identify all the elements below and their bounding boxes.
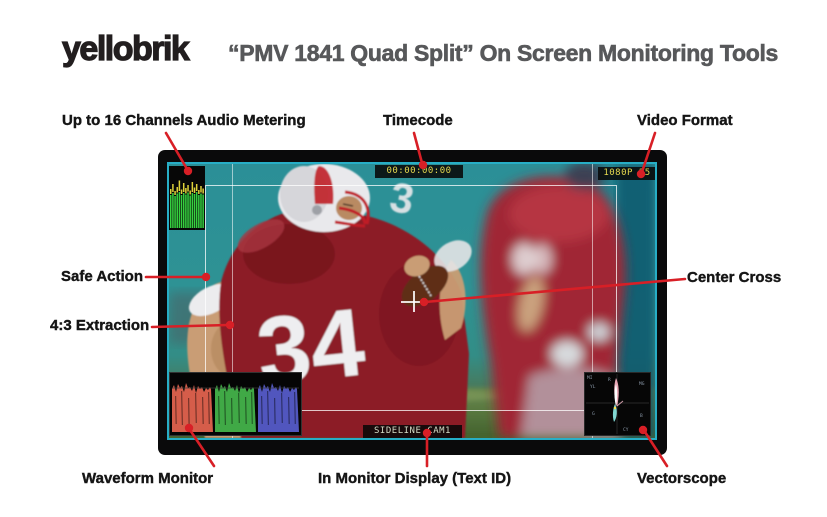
callout-audio-metering: Up to 16 Channels Audio Metering bbox=[62, 112, 306, 129]
4-3-extraction-line-left bbox=[232, 164, 233, 438]
center-cross-vertical bbox=[413, 291, 415, 312]
graticule-label-g: G bbox=[592, 411, 595, 417]
vectorscope-trace bbox=[612, 378, 624, 422]
callout-waveform-monitor: Waveform Monitor bbox=[82, 470, 214, 487]
vectorscope-corner-label: MI bbox=[587, 375, 593, 381]
graticule-label-cy: CY bbox=[623, 427, 629, 433]
brand-logo: yellobrik bbox=[61, 29, 190, 68]
vectorscope-box: MI YL R MG B CY G bbox=[584, 372, 651, 436]
callout-video-format: Video Format bbox=[637, 112, 733, 129]
audio-meter-box bbox=[169, 166, 205, 230]
waveform-red-channel bbox=[172, 383, 213, 432]
graticule-label-r: R bbox=[608, 377, 611, 383]
graticule-label-b: B bbox=[640, 413, 643, 419]
vectorscope: MI YL R MG B CY G bbox=[584, 372, 651, 436]
page-title: “PMV 1841 Quad Split” On Screen Monitori… bbox=[228, 40, 779, 67]
waveform-monitor-box bbox=[169, 372, 302, 436]
callout-vectorscope: Vectorscope bbox=[637, 470, 727, 487]
audio-meter-bars bbox=[170, 180, 204, 228]
graticule-label-mg: MG bbox=[639, 381, 645, 387]
callout-timecode: Timecode bbox=[383, 112, 453, 129]
timecode-display: 00:00:00:00 bbox=[375, 165, 463, 178]
video-format-display: 1080P 25 bbox=[598, 167, 655, 180]
waveform-monitor bbox=[169, 372, 302, 436]
callout-in-monitor-display: In Monitor Display (Text ID) bbox=[318, 470, 512, 487]
facemask bbox=[334, 190, 370, 228]
imd-text-display: SIDELINE CAM1 bbox=[363, 425, 462, 438]
monitor-screen: 3 34 00:00:00:00 bbox=[167, 162, 657, 440]
callout-safe-action: Safe Action bbox=[61, 268, 143, 285]
graticule-label-yl: YL bbox=[590, 384, 596, 390]
waveform-green-channel bbox=[215, 383, 256, 432]
callout-center-cross: Center Cross bbox=[687, 269, 782, 286]
callout-43-extraction: 4:3 Extraction bbox=[50, 317, 150, 334]
waveform-blue-channel bbox=[258, 383, 299, 432]
